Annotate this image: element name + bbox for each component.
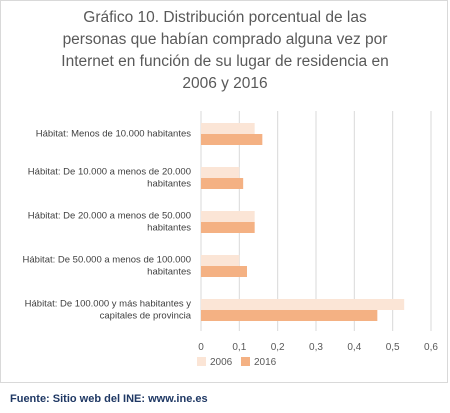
- bar-2006-2: [201, 211, 255, 222]
- category-label: Hábitat: Menos de 10.000 habitantes: [36, 129, 192, 140]
- x-tick-label: 0,4: [347, 342, 361, 353]
- bars: [201, 123, 405, 321]
- bar-2006-4: [201, 299, 405, 310]
- x-tick-label: 0,1: [232, 342, 246, 353]
- category-label: Hábitat: De 50.000 a menos de 100.000 hab…: [23, 255, 192, 278]
- legend-swatch-2006: [197, 357, 206, 366]
- bar-2006-0: [201, 123, 255, 134]
- x-tick-label: 0,6: [424, 342, 438, 353]
- bar-2006-3: [201, 255, 240, 266]
- category-label: Hábitat: De 20.000 a menos de 50.000 habi…: [28, 211, 191, 234]
- x-tick-label: 0,3: [309, 342, 323, 353]
- chart-title: Gráfico 10. Distribución porcentual de l…: [61, 9, 389, 92]
- x-tick-label: 0,5: [386, 342, 400, 353]
- bar-2016-2: [201, 222, 255, 233]
- category-label: Hábitat: De 100.000 y más habitantes y ca…: [25, 299, 192, 322]
- bar-chart: Hábitat: Menos de 10.000 habitantes Hábit…: [23, 111, 438, 368]
- legend: 2006 2016: [197, 357, 277, 368]
- category-labels: Hábitat: Menos de 10.000 habitantes Hábit…: [23, 129, 192, 322]
- x-tick-labels: 0 0,1 0,2 0,3 0,4 0,5 0,6: [198, 342, 438, 353]
- bar-2006-1: [201, 167, 240, 178]
- bar-2016-0: [201, 134, 263, 145]
- x-tick-label: 0: [198, 342, 204, 353]
- chart-frame: Gráfico 10. Distribución porcentual de l…: [0, 0, 448, 383]
- x-tick-label: 0,2: [271, 342, 285, 353]
- bar-2016-1: [201, 178, 244, 189]
- legend-label-2006: 2006: [210, 357, 233, 368]
- category-label: Hábitat: De 10.000 a menos de 20.000 habi…: [28, 167, 191, 190]
- legend-label-2016: 2016: [254, 357, 277, 368]
- bar-2016-4: [201, 310, 378, 321]
- bar-2016-3: [201, 266, 247, 277]
- source-note: Fuente: Sitio web del INE: www.ine.es: [10, 393, 208, 405]
- legend-swatch-2016: [241, 357, 250, 366]
